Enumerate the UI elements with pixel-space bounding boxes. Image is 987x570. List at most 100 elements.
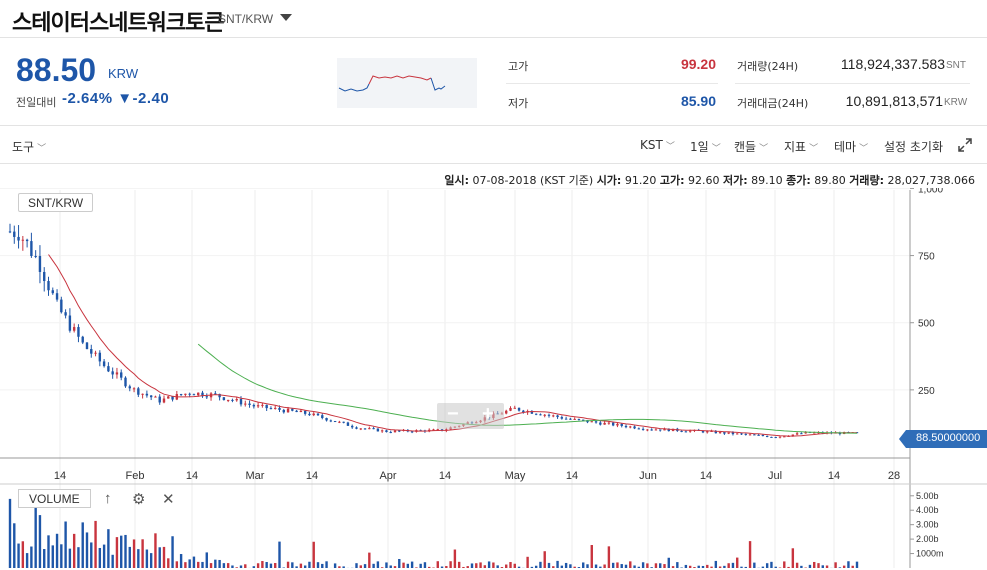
volume-bar [205, 552, 208, 568]
reset-settings-button[interactable]: 설정 초기화 [884, 140, 944, 154]
candle-body [654, 429, 658, 431]
volume-bar [706, 564, 709, 568]
theme-menu[interactable]: 테마 ﹀ [834, 140, 869, 154]
volume-bar [137, 549, 140, 568]
volume-bar [218, 559, 221, 568]
volume-bar [120, 535, 123, 568]
chart-type-menu[interactable]: 캔들 ﹀ [734, 140, 769, 154]
current-price: 88.50 [16, 52, 97, 88]
volume-bar [85, 532, 89, 568]
volume-bar [265, 561, 268, 568]
zoom-in-icon[interactable]: + [482, 403, 494, 425]
volume-bar [333, 563, 337, 568]
volume-bar [98, 547, 102, 568]
pair-label[interactable]: SNT/KRW [218, 12, 274, 26]
volume-bar [834, 562, 837, 568]
volume-bar [449, 561, 452, 568]
candle-body [261, 404, 264, 406]
volume-bar [748, 541, 752, 568]
volume-bar [38, 515, 42, 568]
x-tick-label: 14 [566, 470, 578, 482]
volume-bar [244, 564, 247, 568]
candle-body [179, 394, 183, 396]
volume-bar [847, 561, 850, 568]
x-tick-label: 14 [439, 470, 451, 482]
high-value: 99.20 [680, 56, 716, 72]
timezone-menu[interactable]: KST ﹀ [640, 138, 675, 152]
candle-body [547, 414, 551, 416]
volume-bar [376, 561, 380, 568]
candle-body [740, 433, 743, 435]
candle-body [325, 418, 328, 421]
volume-bar [402, 562, 405, 568]
volume-bar [624, 564, 628, 568]
expand-icon[interactable] [958, 138, 972, 152]
volume-bar [761, 566, 765, 568]
candle-body [231, 399, 234, 401]
candle-body [530, 410, 534, 414]
candle-body [72, 327, 76, 331]
candle-body [582, 419, 585, 421]
volume-bar [688, 565, 692, 568]
candle-body [171, 396, 174, 400]
coin-name[interactable]: 스테이터스네트워크토큰 [12, 11, 225, 36]
candle-body [684, 431, 688, 433]
candle-body [329, 420, 333, 422]
volume-bar [723, 565, 726, 568]
close-icon[interactable]: ✕ [162, 491, 175, 508]
volume-bar [629, 561, 632, 568]
candle-body [205, 396, 208, 398]
volume-bar [731, 562, 735, 568]
indicator-menu[interactable]: 지표 ﹀ [784, 140, 819, 154]
change-value: -2.64% ▼-2.40 [62, 90, 170, 107]
candle-body [706, 431, 709, 433]
volume-bar [607, 546, 611, 568]
candle-body [154, 396, 157, 398]
candle-body [85, 342, 89, 350]
candle-body [633, 426, 636, 429]
volume-y-tick-label: 1000m [916, 549, 944, 559]
interval-menu[interactable]: 1일 ﹀ [690, 140, 721, 154]
candle-body [509, 407, 512, 411]
volume-bar [509, 562, 512, 568]
candle-body [115, 372, 119, 375]
volume-bar [252, 566, 256, 568]
volume-bar [197, 561, 200, 568]
volume-bar [530, 566, 534, 568]
candle-body [355, 427, 358, 429]
candle-body [316, 413, 320, 416]
candle-body [226, 399, 230, 401]
volume-bar [646, 563, 649, 568]
zoom-out-icon[interactable]: − [447, 403, 459, 425]
divider [506, 83, 718, 84]
candle-body [701, 430, 705, 433]
volume-bar [821, 565, 824, 568]
arrow-up-icon[interactable]: ↑ [104, 490, 112, 507]
volume-bar [428, 566, 431, 568]
volume-bar [141, 539, 144, 568]
candle-body [77, 327, 80, 337]
divider [735, 83, 970, 84]
candle-body [94, 352, 97, 354]
volume-y-tick-label: 2.00b [916, 534, 939, 544]
zoom-control[interactable]: − + [437, 403, 504, 429]
chevron-down-icon[interactable] [280, 14, 292, 21]
candle-body [321, 415, 324, 419]
y-tick-label: 750 [918, 252, 935, 263]
candle-body [398, 430, 401, 432]
volume-bar [291, 562, 294, 568]
candle-body [132, 388, 136, 390]
volume-bar [154, 533, 157, 568]
volume-bar [192, 556, 196, 568]
price-chart[interactable]: 14 Feb 14 Mar 14 Apr 14 May 14 Jun 14 Jul 14 28 1,000 7… [0, 188, 987, 570]
candle-body [791, 434, 795, 436]
y-tick-label: 500 [918, 319, 935, 330]
candle-body [723, 432, 726, 434]
volume-bar [740, 566, 743, 568]
volume-y-tick-label: 3.00b [916, 520, 939, 530]
volume-bar [389, 565, 392, 568]
tools-menu[interactable]: 도구 ﹀ [12, 140, 47, 154]
volume-bar [727, 563, 730, 568]
gear-icon[interactable]: ⚙ [132, 491, 146, 508]
volume-bar [25, 553, 29, 568]
